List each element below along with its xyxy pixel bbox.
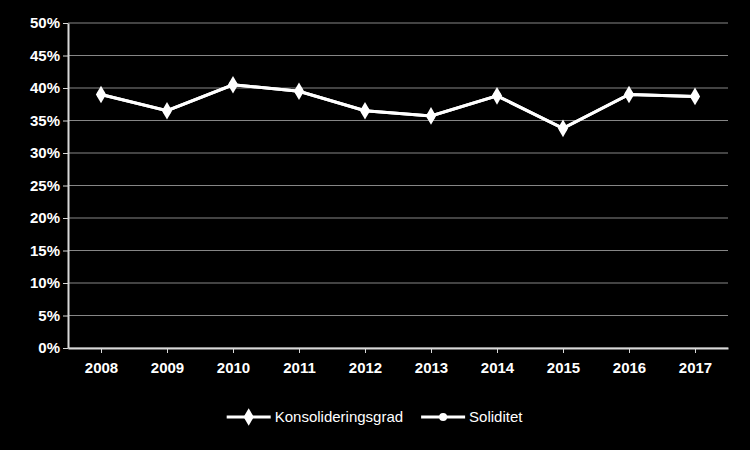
x-tick-mark — [299, 348, 300, 353]
y-tick-mark — [63, 56, 68, 57]
x-tick: 2008 — [85, 348, 118, 376]
x-tick-mark — [365, 348, 366, 353]
grid-line — [68, 218, 728, 219]
y-tick: 25% — [30, 177, 68, 194]
y-tick-mark — [63, 316, 68, 317]
background — [0, 0, 750, 450]
y-tick: 5% — [38, 307, 68, 324]
x-tick-label: 2008 — [85, 359, 118, 376]
legend-marker — [439, 413, 447, 421]
x-tick: 2009 — [151, 348, 184, 376]
y-tick-label: 30% — [30, 144, 60, 161]
y-tick-mark — [63, 251, 68, 252]
x-tick-mark — [629, 348, 630, 353]
y-tick-label: 5% — [38, 307, 60, 324]
y-tick-mark — [63, 88, 68, 89]
x-tick-label: 2012 — [349, 359, 382, 376]
grid-line — [68, 283, 728, 284]
y-tick-label: 20% — [30, 209, 60, 226]
y-tick: 30% — [30, 144, 68, 161]
x-tick-mark — [233, 348, 234, 353]
grid-line — [68, 120, 728, 121]
y-tick: 15% — [30, 242, 68, 259]
y-tick-mark — [63, 186, 68, 187]
y-tick-label: 10% — [30, 274, 60, 291]
legend: Konsolideringsgrad Soliditet — [227, 408, 524, 426]
y-tick: 10% — [30, 274, 68, 291]
legend-marker — [244, 408, 254, 426]
x-tick-label: 2009 — [151, 359, 184, 376]
series-marker — [96, 86, 106, 104]
x-tick: 2017 — [679, 348, 712, 376]
series-marker — [624, 86, 634, 104]
x-tick-label: 2016 — [613, 359, 646, 376]
series-marker — [294, 82, 304, 100]
x-tick-label: 2014 — [481, 359, 515, 376]
x-tick-mark — [431, 348, 432, 353]
y-tick-mark — [63, 283, 68, 284]
grid-line — [68, 55, 728, 56]
y-tick: 20% — [30, 209, 68, 226]
x-axis: 2008 2009 2010 2011 2012 2013 2014 2015 2016 2017 — [69, 348, 729, 376]
series-marker — [360, 102, 370, 120]
x-tick: 2012 — [349, 348, 382, 376]
series-marker — [228, 76, 238, 94]
x-tick-mark — [167, 348, 168, 353]
grid-line — [68, 185, 728, 186]
x-tick-mark — [563, 348, 564, 353]
y-tick-mark — [63, 218, 68, 219]
y-tick-mark — [63, 348, 68, 349]
series-line — [101, 85, 695, 129]
y-tick: 45% — [30, 47, 68, 64]
x-tick-label: 2015 — [547, 359, 580, 376]
grid-line — [68, 250, 728, 251]
legend-label: Soliditet — [469, 408, 523, 425]
x-tick: 2015 — [547, 348, 580, 376]
x-tick: 2013 — [415, 348, 448, 376]
series-group — [96, 76, 700, 137]
y-tick: 50% — [30, 14, 68, 31]
y-tick-mark — [63, 121, 68, 122]
y-tick-label: 15% — [30, 242, 60, 259]
x-tick-mark — [101, 348, 102, 353]
x-tick-label: 2011 — [283, 359, 316, 376]
x-tick: 2011 — [283, 348, 316, 376]
y-tick-label: 0% — [38, 339, 60, 356]
y-tick: 35% — [30, 112, 68, 129]
series-marker — [426, 107, 436, 125]
series-line — [101, 85, 695, 129]
y-tick-label: 25% — [30, 177, 60, 194]
x-tick: 2014 — [481, 348, 515, 376]
x-tick: 2016 — [613, 348, 646, 376]
grid — [68, 23, 728, 348]
y-tick-label: 50% — [30, 14, 60, 31]
x-tick-mark — [497, 348, 498, 353]
series-marker — [162, 102, 172, 120]
legend-item: Konsolideringsgrad — [227, 408, 403, 426]
grid-line — [68, 315, 728, 316]
grid-line — [68, 23, 728, 24]
y-tick-mark — [63, 23, 68, 24]
plot: 0%5%10%15%20%25%30%35%40%45%50%200820092… — [30, 14, 729, 375]
y-tick-label: 40% — [30, 79, 60, 96]
grid-line — [68, 153, 728, 154]
y-tick-mark — [63, 153, 68, 154]
y-tick: 40% — [30, 79, 68, 96]
series-marker — [558, 119, 568, 137]
y-tick: 0% — [38, 339, 68, 356]
x-tick-label: 2013 — [415, 359, 448, 376]
series-marker — [492, 87, 502, 105]
legend-label: Konsolideringsgrad — [275, 408, 403, 425]
x-tick-mark — [695, 348, 696, 353]
x-tick-label: 2010 — [217, 359, 250, 376]
x-tick: 2010 — [217, 348, 250, 376]
series-marker — [690, 88, 700, 106]
x-tick-label: 2017 — [679, 359, 712, 376]
legend-item: Soliditet — [421, 408, 523, 425]
chart: 0%5%10%15%20%25%30%35%40%45%50%200820092… — [0, 0, 750, 450]
y-axis: 0% 5% 10% 15% 20% 25% 30% 35% 40% 45% 50% — [30, 14, 69, 356]
y-tick-label: 45% — [30, 47, 60, 64]
y-tick-label: 35% — [30, 112, 60, 129]
